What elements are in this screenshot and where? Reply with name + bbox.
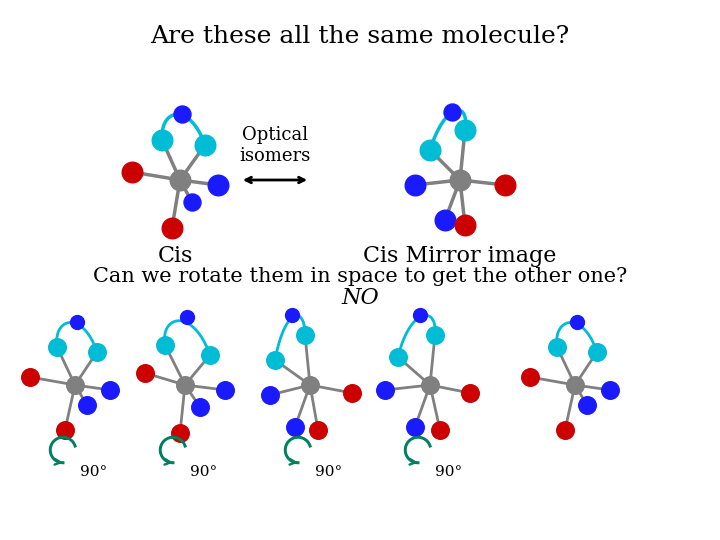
Point <box>499 181 510 190</box>
Point <box>264 390 276 399</box>
Point <box>71 318 83 326</box>
Point <box>424 146 436 154</box>
Point <box>212 181 224 190</box>
Point <box>59 426 71 434</box>
Point <box>186 198 198 206</box>
Point <box>305 381 316 389</box>
Point <box>591 348 603 356</box>
Text: Are these all the same molecule?: Are these all the same molecule? <box>150 25 570 48</box>
Point <box>69 381 81 389</box>
Point <box>346 389 358 397</box>
Text: 90°: 90° <box>315 465 342 479</box>
Text: Cis Mirror image: Cis Mirror image <box>364 245 557 267</box>
Point <box>104 386 116 394</box>
Point <box>24 373 36 381</box>
Point <box>300 330 311 339</box>
Point <box>156 136 168 144</box>
Text: 90°: 90° <box>435 465 462 479</box>
Point <box>379 386 391 394</box>
Point <box>571 318 582 326</box>
Text: Can we rotate them in space to get the other one?: Can we rotate them in space to get the o… <box>93 267 627 286</box>
Text: Cis: Cis <box>157 245 193 267</box>
Point <box>91 348 103 356</box>
Point <box>179 381 191 389</box>
Text: Optical
isomers: Optical isomers <box>239 126 310 165</box>
Point <box>126 168 138 177</box>
Point <box>181 313 193 321</box>
Point <box>289 423 301 431</box>
Point <box>166 224 178 232</box>
Point <box>464 389 476 397</box>
Point <box>219 386 230 394</box>
Point <box>204 350 216 359</box>
Point <box>434 426 446 434</box>
Point <box>570 381 581 389</box>
Text: NO: NO <box>341 287 379 309</box>
Point <box>424 381 436 389</box>
Point <box>552 343 563 352</box>
Point <box>194 403 206 411</box>
Point <box>446 107 458 116</box>
Text: 90°: 90° <box>80 465 107 479</box>
Point <box>176 110 188 118</box>
Point <box>409 423 420 431</box>
Point <box>429 330 441 339</box>
Point <box>581 401 593 409</box>
Point <box>139 369 150 377</box>
Point <box>174 429 186 437</box>
Point <box>524 373 536 381</box>
Point <box>459 126 471 134</box>
Point <box>392 353 404 361</box>
Point <box>459 221 471 230</box>
Point <box>81 401 93 409</box>
Point <box>312 426 324 434</box>
Point <box>199 141 211 150</box>
Point <box>414 310 426 319</box>
Point <box>51 343 63 352</box>
Point <box>559 426 571 434</box>
Point <box>454 176 466 184</box>
Point <box>159 341 171 349</box>
Point <box>439 215 451 224</box>
Point <box>174 176 186 184</box>
Point <box>269 356 281 364</box>
Point <box>604 386 616 394</box>
Text: 90°: 90° <box>190 465 217 479</box>
Point <box>409 181 420 190</box>
Point <box>287 310 298 319</box>
